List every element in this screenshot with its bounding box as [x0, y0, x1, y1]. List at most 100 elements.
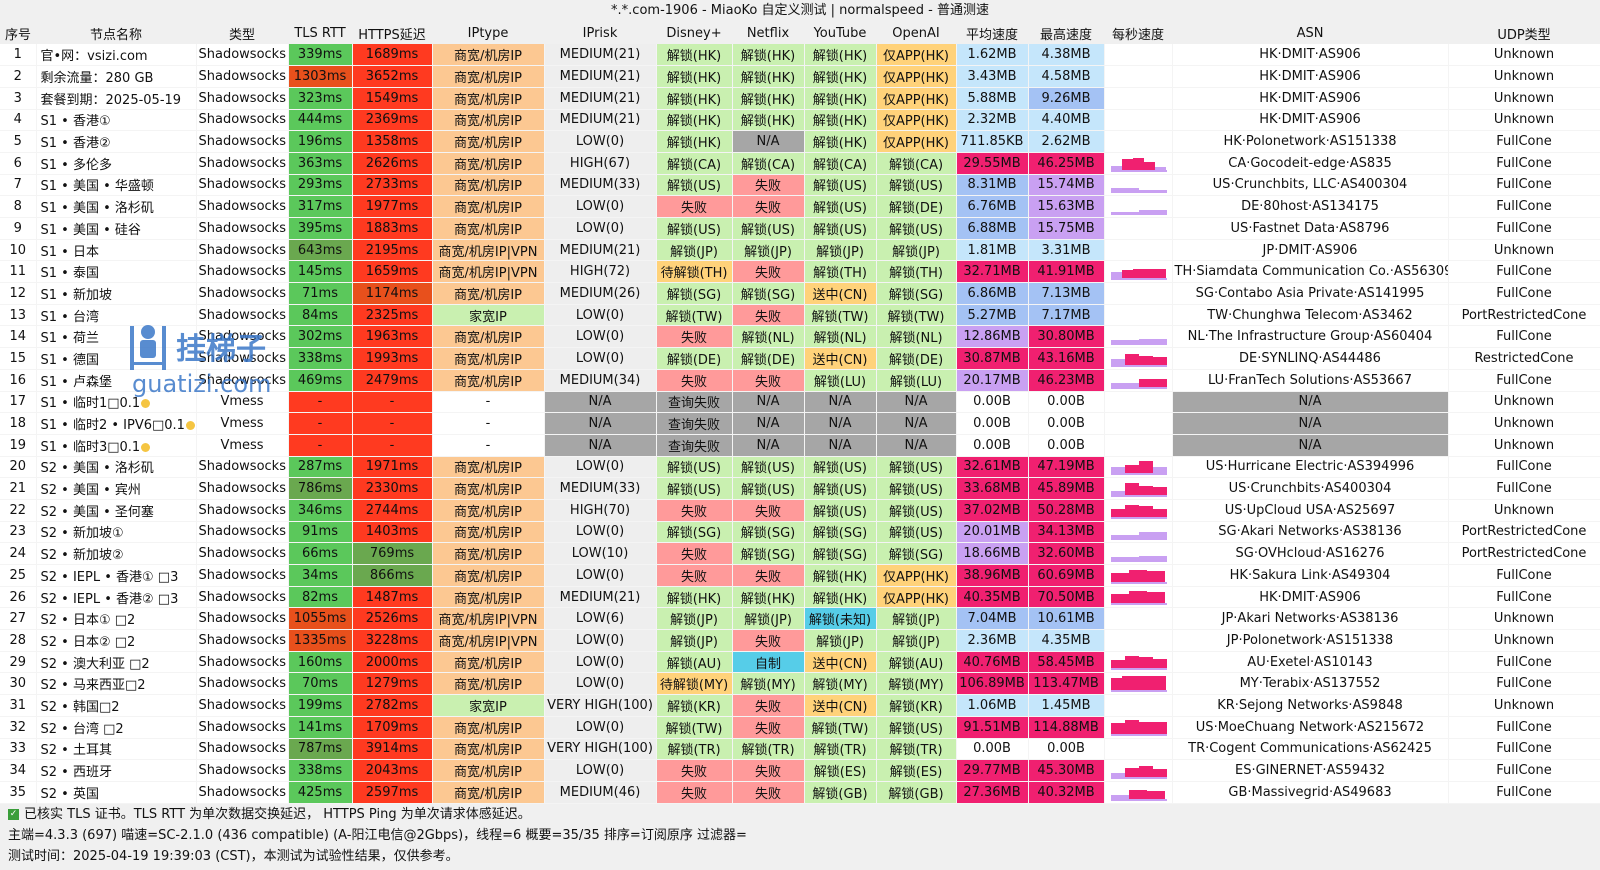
- iptype-cell: -: [432, 434, 545, 457]
- table-row[interactable]: 23 S2 • 新加坡① Shadowsocks 91ms 1403ms 商宽/机房IP L…: [0, 521, 1600, 544]
- table-row[interactable]: 30 S2 • 马来西亚□2 Shadowsocks 70ms 1279ms 商宽/机房I…: [0, 672, 1600, 696]
- per-second-speed-sparkline: [1104, 456, 1173, 479]
- https-latency-cell: -: [352, 412, 433, 435]
- table-row[interactable]: 2 剩余流量：280 GB Shadowsocks 1303ms 3652ms 商宽/机房…: [0, 65, 1600, 88]
- udp-type-cell: Unknown: [1448, 87, 1600, 110]
- tls-rtt-cell: 34ms: [288, 564, 353, 587]
- table-row[interactable]: 35 S2 • 英国 Shadowsocks 425ms 2597ms 商宽/机房IP ME…: [0, 781, 1600, 804]
- sparkline-baseline: [1110, 538, 1167, 541]
- max-speed-cell: 0.00B: [1028, 412, 1105, 435]
- column-header[interactable]: IPrisk: [544, 22, 656, 44]
- openai-cell: 解锁(AU): [876, 651, 957, 674]
- table-row[interactable]: 22 S2 • 美国 • 圣何塞 Shadowsocks 346ms 2744ms 商宽/…: [0, 499, 1600, 522]
- node-name: S1 • 日本: [36, 239, 197, 262]
- openai-cell: N/A: [876, 391, 957, 414]
- table-row[interactable]: 13 S1 • 台湾 Shadowsocks 84ms 2325ms 家宽IP LOW(0)…: [0, 304, 1600, 327]
- table-row[interactable]: 34 S2 • 西班牙 Shadowsocks 338ms 2043ms 商宽/机房IP L…: [0, 759, 1600, 782]
- table-row[interactable]: 27 S2 • 日本① □2 Shadowsocks 1055ms 2526ms 商宽/机…: [0, 607, 1600, 631]
- table-row[interactable]: 28 S2 • 日本② □2 Shadowsocks 1335ms 3228ms 商宽/机…: [0, 629, 1600, 652]
- https-latency-cell: 769ms: [352, 542, 433, 565]
- tls-rtt-cell: 787ms: [288, 738, 353, 761]
- table-row[interactable]: 21 S2 • 美国 • 宾州 Shadowsocks 786ms 2330ms 商宽/机…: [0, 477, 1600, 500]
- table-row[interactable]: 19 S1 • 临时3□0.1 Vmess - - - N/A 查询失败 N/A N/A N/A 0.…: [0, 434, 1600, 457]
- avg-speed-cell: 37.02MB: [956, 499, 1029, 522]
- column-header[interactable]: 序号: [0, 22, 36, 44]
- column-header[interactable]: 平均速度: [956, 22, 1028, 44]
- netflix-cell: 失败: [732, 759, 805, 782]
- table-row[interactable]: 5 S1 • 香港② Shadowsocks 196ms 1358ms 商宽/机房IP LO…: [0, 130, 1600, 153]
- table-row[interactable]: 16 S1 • 卢森堡 Shadowsocks 469ms 2479ms 商宽/机房IP M…: [0, 369, 1600, 392]
- table-row[interactable]: 18 S1 • 临时2 • IPV6□0.1 Vmess - - - N/A 查询失败 N/A N…: [0, 412, 1600, 435]
- node-name-text: S2 • 土耳其: [40, 743, 112, 759]
- table-row[interactable]: 8 S1 • 美国 • 洛杉矶 Shadowsocks 317ms 1977ms 商宽/机…: [0, 195, 1600, 218]
- table-row[interactable]: 4 S1 • 香港① Shadowsocks 444ms 2369ms 商宽/机房IP ME…: [0, 109, 1600, 132]
- row-index: 18: [0, 412, 37, 435]
- disney-cell: 解锁(KR): [656, 694, 733, 717]
- netflix-cell: 失败: [732, 694, 805, 717]
- netflix-cell: 解锁(TR): [732, 738, 805, 761]
- table-row[interactable]: 20 S2 • 美国 • 洛杉矶 Shadowsocks 287ms 1971ms 商宽/…: [0, 456, 1600, 479]
- row-index: 16: [0, 369, 37, 392]
- table-row[interactable]: 29 S2 • 澳大利亚 □2 Shadowsocks 160ms 2000ms 商宽/机…: [0, 651, 1600, 674]
- table-row[interactable]: 10 S1 • 日本 Shadowsocks 643ms 2195ms 商宽/机房IP|V…: [0, 239, 1600, 262]
- column-header[interactable]: ASN: [1172, 22, 1448, 44]
- table-row[interactable]: 26 S2 • IEPL • 香港② □3 Shadowsocks 82ms 1487m…: [0, 586, 1600, 609]
- per-second-speed-sparkline: [1104, 629, 1173, 652]
- table-row[interactable]: 11 S1 • 泰国 Shadowsocks 145ms 1659ms 商宽/机房IP|V…: [0, 260, 1600, 284]
- disney-cell: 解锁(DE): [656, 347, 733, 370]
- column-header[interactable]: TLS RTT: [288, 22, 352, 44]
- table-row[interactable]: 24 S2 • 新加坡② Shadowsocks 66ms 769ms 商宽/机房IP LO…: [0, 542, 1600, 565]
- sparkline-baseline: [1110, 690, 1167, 693]
- per-second-speed-sparkline: [1104, 44, 1173, 67]
- column-header[interactable]: Netflix: [732, 22, 804, 44]
- tls-rtt-cell: -: [288, 412, 353, 435]
- iptype-cell: 商宽/机房IP|VPN: [432, 629, 545, 652]
- udp-type-cell: RestrictedCone: [1448, 347, 1600, 370]
- column-header[interactable]: YouTube: [804, 22, 876, 44]
- table-row[interactable]: 6 S1 • 多伦多 Shadowsocks 363ms 2626ms 商宽/机房IP HI…: [0, 152, 1600, 175]
- sparkline-bar: [1124, 504, 1139, 519]
- row-index: 12: [0, 282, 37, 305]
- table-row[interactable]: 33 S2 • 土耳其 Shadowsocks 787ms 3914ms 商宽/机房IP V…: [0, 738, 1600, 761]
- node-name: S2 • 美国 • 洛杉矶: [36, 456, 197, 479]
- table-row[interactable]: 25 S2 • IEPL • 香港① □3 Shadowsocks 34ms 866ms…: [0, 564, 1600, 587]
- table-row[interactable]: 31 S2 • 韩国□2 Shadowsocks 199ms 2782ms 家宽IP VER…: [0, 694, 1600, 717]
- node-name: 官•网：vsizi.com: [36, 44, 197, 67]
- table-row[interactable]: 12 S1 • 新加坡 Shadowsocks 71ms 1174ms 商宽/机房IP ME…: [0, 282, 1600, 305]
- iptype-cell: 商宽/机房IP: [432, 44, 545, 67]
- table-row[interactable]: 32 S2 • 台湾 □2 Shadowsocks 141ms 1709ms 商宽/机房I…: [0, 716, 1600, 739]
- protocol-type: Shadowsocks: [196, 87, 289, 110]
- sparkline-bar: [1138, 355, 1153, 367]
- column-header[interactable]: 节点名称: [36, 22, 196, 44]
- youtube-cell: 解锁(JP): [804, 239, 877, 262]
- table-row[interactable]: 14 S1 • 荷兰 Shadowsocks 302ms 1963ms 商宽/机房IP LO…: [0, 325, 1600, 349]
- column-header[interactable]: UDP类型: [1448, 22, 1600, 44]
- youtube-cell: 解锁(TR): [804, 738, 877, 761]
- column-header[interactable]: IPtype: [432, 22, 544, 44]
- table-row[interactable]: 3 套餐到期：2025-05-19 Shadowsocks 323ms 1549ms 商宽…: [0, 87, 1600, 110]
- iptype-cell: 商宽/机房IP: [432, 499, 545, 522]
- footer-line-2: 主端=4.3.3 (697) 喵速=SC-2.1.0 (436 compatib…: [8, 828, 747, 843]
- iprisk-cell: LOW(0): [544, 672, 657, 696]
- protocol-type: Shadowsocks: [196, 195, 289, 218]
- iprisk-cell: HIGH(70): [544, 499, 657, 522]
- table-row[interactable]: 7 S1 • 美国 • 华盛顿 Shadowsocks 293ms 2733ms 商宽/机…: [0, 174, 1600, 197]
- sparkline: [1105, 478, 1172, 498]
- openai-cell: 解锁(JP): [876, 239, 957, 262]
- node-name-text: S1 • 美国 • 华盛顿: [40, 179, 154, 195]
- table-row[interactable]: 9 S1 • 美国 • 硅谷 Shadowsocks 395ms 1883ms 商宽/机房…: [0, 217, 1600, 240]
- column-header[interactable]: 类型: [196, 22, 288, 44]
- tls-rtt-cell: 1335ms: [288, 629, 353, 652]
- column-header[interactable]: HTTPS延迟: [352, 22, 432, 44]
- avg-speed-cell: 1.81MB: [956, 239, 1029, 262]
- column-header[interactable]: Disney+: [656, 22, 732, 44]
- column-header[interactable]: 每秒速度: [1104, 22, 1172, 44]
- table-row[interactable]: 1 官•网：vsizi.com Shadowsocks 339ms 1689ms 商宽/机…: [0, 44, 1600, 67]
- column-header[interactable]: OpenAI: [876, 22, 956, 44]
- table-row[interactable]: 17 S1 • 临时1□0.1 Vmess - - - N/A 查询失败 N/A N/A N/A 0.…: [0, 391, 1600, 414]
- sparkline: [1105, 348, 1172, 368]
- asn-cell: NL·The Infrastructure Group·AS60404: [1172, 325, 1449, 349]
- table-row[interactable]: 15 S1 • 德国 Shadowsocks 338ms 1993ms 商宽/机房IP LO…: [0, 347, 1600, 370]
- column-header[interactable]: 最高速度: [1028, 22, 1104, 44]
- disney-cell: 解锁(US): [656, 217, 733, 240]
